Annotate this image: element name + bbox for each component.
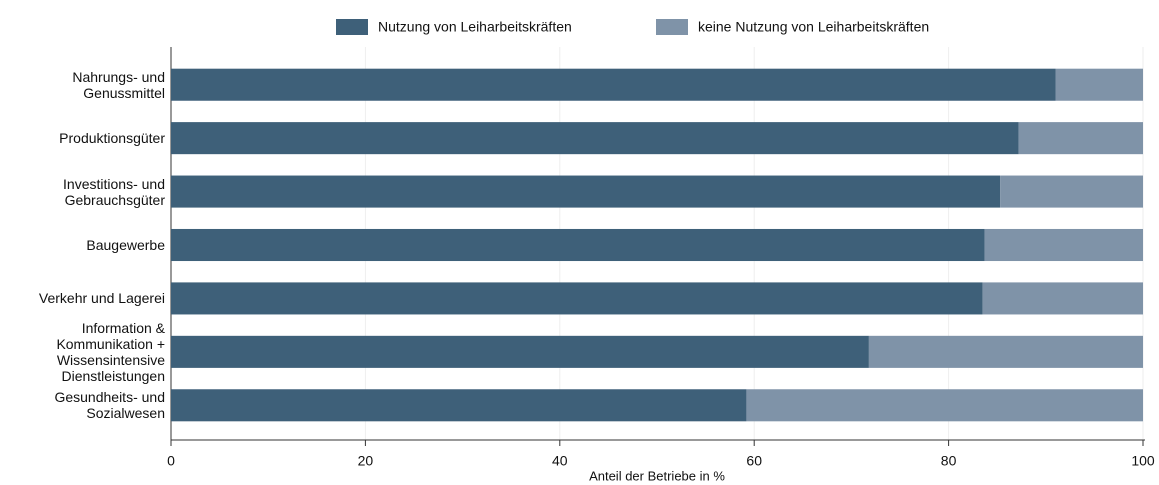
bar-segment [868, 335, 1143, 368]
x-tick-label: 80 [941, 453, 957, 469]
x-axis-label: Anteil der Betriebe in % [589, 468, 725, 483]
bar-segment [1018, 122, 1143, 155]
y-tick-label: Nahrungs- und Genussmittel [72, 68, 165, 101]
bar-segment [1055, 68, 1143, 101]
bar-segment [171, 228, 985, 262]
legend-swatch [656, 19, 688, 35]
bar-segment [171, 335, 869, 368]
bar-segment [1000, 175, 1143, 208]
legend-swatch [336, 19, 368, 35]
bar-segment [982, 282, 1143, 315]
x-tick-label: 20 [358, 453, 374, 469]
bar-segment [746, 389, 1143, 422]
y-tick-label: Produktionsgüter [59, 130, 165, 147]
y-tick-label: Verkehr und Lagerei [38, 290, 165, 307]
legend-label: Nutzung von Leiharbeitskräften [378, 19, 572, 35]
legend-label: keine Nutzung von Leiharbeitskräften [698, 19, 929, 35]
bar-segment [171, 389, 747, 422]
x-tick-label: 40 [552, 453, 568, 469]
bar-segment [171, 282, 983, 315]
bar-segment [171, 175, 1001, 208]
y-tick-label: Gesundheits- und Sozialwesen [54, 389, 165, 422]
x-tick-label: 0 [167, 453, 175, 469]
x-tick-label: 100 [1131, 453, 1155, 469]
bar-segment [171, 68, 1056, 101]
bar-segment [984, 228, 1143, 262]
bar-segment [171, 122, 1019, 155]
y-tick-label: Investitions- und Gebrauchsgüter [63, 175, 165, 208]
y-tick-label: Baugewerbe [86, 237, 165, 253]
x-tick-label: 60 [746, 453, 762, 469]
y-tick-label: Information & Kommunikation + Wissensint… [56, 319, 165, 384]
